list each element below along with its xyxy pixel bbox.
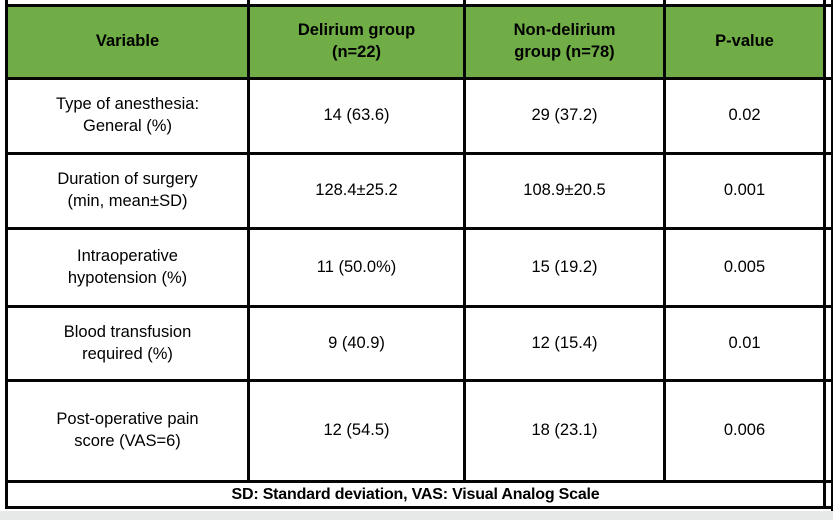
cell-variable: Duration of surgery (min, mean±SD): [5, 152, 250, 230]
table-row: Type of anesthesia: General (%) 14 (63.6…: [5, 77, 833, 155]
column-header-p-value: P-value: [663, 4, 826, 80]
page-background-strip: [0, 511, 833, 520]
cell-p-value: 0.006: [663, 379, 826, 483]
cell-variable: Intraoperative hypotension (%): [5, 227, 250, 308]
cropped-cell: [663, 0, 826, 7]
cropped-cell: [247, 0, 466, 7]
cell-non-delirium-value: 29 (37.2): [463, 77, 666, 155]
cell-delirium-value: 9 (40.9): [247, 305, 466, 382]
column-header-delirium-group: Delirium group (n=22): [247, 4, 466, 80]
cell-p-value: 0.001: [663, 152, 826, 230]
table-header-row: Variable Delirium group (n=22) Non-delir…: [5, 4, 833, 80]
table-footer-row: SD: Standard deviation, VAS: Visual Anal…: [5, 479, 833, 510]
cell-non-delirium-value: 15 (19.2): [463, 227, 666, 308]
table-row: Intraoperative hypotension (%) 11 (50.0%…: [5, 227, 833, 308]
column-header-non-delirium-group: Non-delirium group (n=78): [463, 4, 666, 80]
table-row: Post-operative pain score (VAS=6) 12 (54…: [5, 379, 833, 483]
table-row: Duration of surgery (min, mean±SD) 128.4…: [5, 152, 833, 230]
cell-delirium-value: 12 (54.5): [247, 379, 466, 483]
cell-variable: Post-operative pain score (VAS=6): [5, 379, 250, 483]
cropped-top-row: [5, 0, 833, 7]
cell-non-delirium-value: 18 (23.1): [463, 379, 666, 483]
cell-non-delirium-value: 108.9±20.5: [463, 152, 666, 230]
cell-variable: Type of anesthesia: General (%): [5, 77, 250, 155]
cell-delirium-value: 14 (63.6): [247, 77, 466, 155]
cell-non-delirium-value: 12 (15.4): [463, 305, 666, 382]
cell-delirium-value: 11 (50.0%): [247, 227, 466, 308]
cell-p-value: 0.01: [663, 305, 826, 382]
cropped-cell: [5, 0, 250, 7]
cell-delirium-value: 128.4±25.2: [247, 152, 466, 230]
cropped-cell: [463, 0, 666, 7]
cell-variable: Blood transfusion required (%): [5, 305, 250, 382]
column-header-variable: Variable: [5, 4, 250, 80]
cropped-right-border: [831, 0, 833, 511]
table-row: Blood transfusion required (%) 9 (40.9) …: [5, 305, 833, 382]
study-outcomes-table: Variable Delirium group (n=22) Non-delir…: [5, 0, 833, 510]
cell-p-value: 0.005: [663, 227, 826, 308]
cell-p-value: 0.02: [663, 77, 826, 155]
abbreviations-note: SD: Standard deviation, VAS: Visual Anal…: [5, 479, 826, 510]
